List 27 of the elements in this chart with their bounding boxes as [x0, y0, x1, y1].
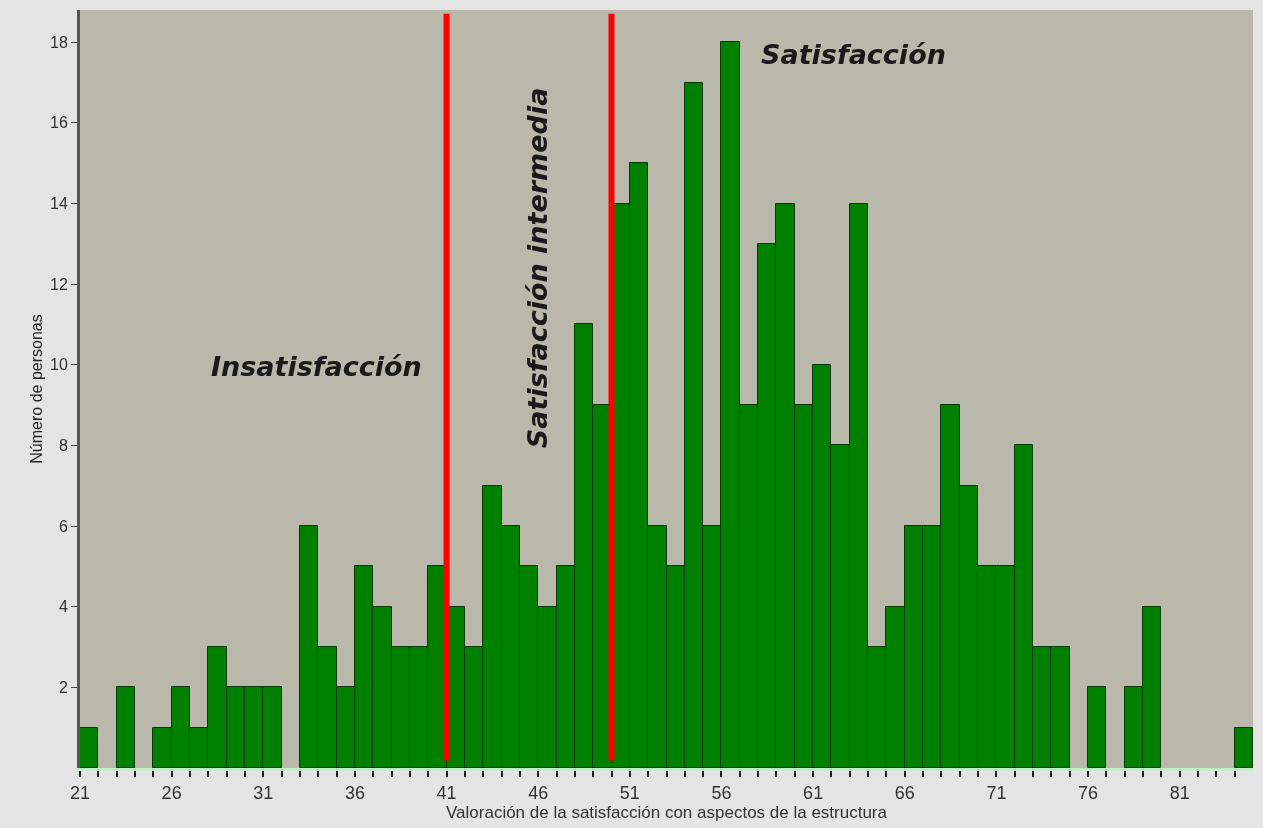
x-tick-label: 51 [619, 782, 640, 803]
x-tick-label: 41 [436, 782, 457, 803]
y-tick-label: 16 [50, 114, 68, 132]
x-tick-label: 61 [803, 782, 824, 803]
x-tick-label: 46 [528, 782, 549, 803]
y-tick-label: 6 [58, 517, 68, 535]
y-tick-label: 12 [50, 275, 68, 293]
x-tick-label: 56 [711, 782, 732, 803]
x-tick-label: 26 [161, 782, 182, 803]
y-tick-label: 4 [58, 598, 68, 616]
x-tick-label: 66 [894, 782, 915, 803]
y-tick-label: 14 [50, 195, 68, 213]
y-axis-title: Número de personas [27, 314, 45, 464]
annotation: Satisfacción intermedia [521, 87, 553, 449]
x-tick-label: 71 [986, 782, 1007, 803]
x-tick-label: 36 [344, 782, 365, 803]
x-tick-label: 81 [1169, 782, 1190, 803]
y-tick-label: 2 [58, 678, 68, 696]
y-tick-label: 10 [50, 356, 68, 374]
annotation: Satisfacción [761, 39, 946, 70]
x-tick-label: 76 [1078, 782, 1099, 803]
y-tick-label: 18 [50, 33, 68, 51]
x-axis-title: Valoración de la satisfacción con aspectos de la estructura [446, 802, 888, 822]
y-tick-label: 8 [58, 437, 68, 455]
annotation: Insatisfacción [211, 351, 422, 382]
x-tick-label: 31 [253, 782, 274, 803]
x-tick-label: 21 [69, 782, 91, 803]
